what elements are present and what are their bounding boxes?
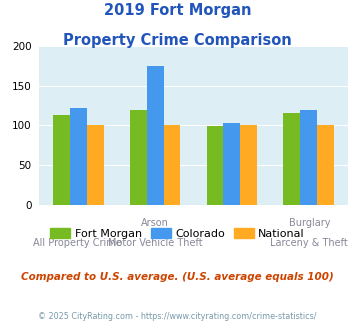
Bar	[300, 110, 317, 205]
Text: Property Crime Comparison: Property Crime Comparison	[63, 33, 292, 48]
Text: © 2025 CityRating.com - https://www.cityrating.com/crime-statistics/: © 2025 CityRating.com - https://www.city…	[38, 312, 317, 321]
Bar	[317, 125, 334, 205]
Bar	[87, 125, 104, 205]
Bar	[283, 113, 300, 205]
Text: Larceny & Theft: Larceny & Theft	[271, 238, 348, 248]
Bar	[164, 125, 180, 205]
Legend: Fort Morgan, Colorado, National: Fort Morgan, Colorado, National	[46, 224, 309, 244]
Bar	[147, 66, 164, 205]
Text: Arson: Arson	[141, 218, 169, 228]
Bar	[223, 123, 240, 205]
Text: 2019 Fort Morgan: 2019 Fort Morgan	[104, 3, 251, 18]
Bar	[240, 125, 257, 205]
Text: All Property Crime: All Property Crime	[33, 238, 122, 248]
Text: Motor Vehicle Theft: Motor Vehicle Theft	[108, 238, 202, 248]
Bar	[130, 110, 147, 205]
Bar	[207, 126, 223, 205]
Bar	[53, 115, 70, 205]
Text: Burglary: Burglary	[289, 218, 330, 228]
Text: Compared to U.S. average. (U.S. average equals 100): Compared to U.S. average. (U.S. average …	[21, 272, 334, 282]
Bar	[70, 108, 87, 205]
